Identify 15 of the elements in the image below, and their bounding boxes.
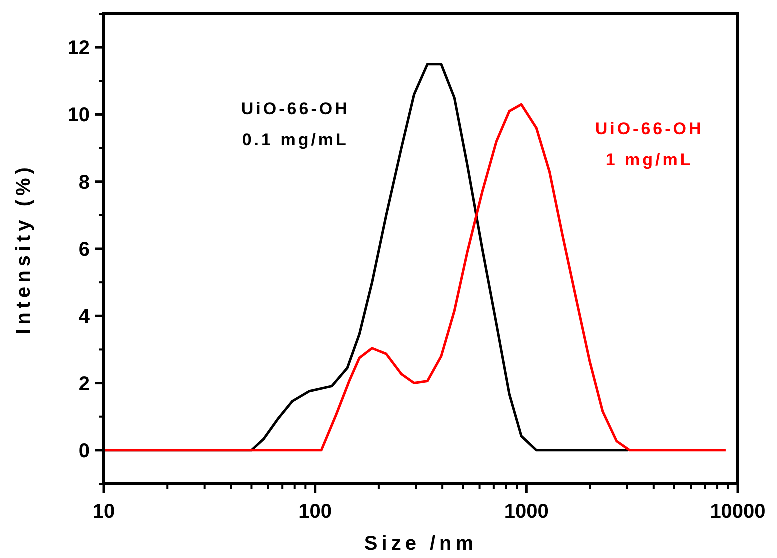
y-tick-label: 6 [78, 239, 90, 261]
y-axis-title: Intensity (%) [13, 164, 35, 334]
y-tick-label: 0 [78, 440, 90, 462]
text: UiO-66-OH 1 mg/mL [595, 120, 704, 170]
x-tick-label: 100 [298, 501, 332, 523]
y-tick-label: 12 [68, 38, 90, 60]
x-axis-title: Size /nm [364, 533, 478, 555]
x-tick-label: 1000 [504, 501, 549, 523]
y-tick-label: 4 [78, 306, 91, 328]
y-tick-label: 10 [68, 104, 90, 127]
x-tick-label: 10 [92, 501, 116, 523]
text: UiO-66-OH 0.1 mg/mL [241, 99, 350, 150]
y-tick-label: 2 [78, 373, 90, 396]
y-tick-label: 8 [78, 172, 90, 194]
x-tick-label: 10000 [710, 501, 766, 523]
